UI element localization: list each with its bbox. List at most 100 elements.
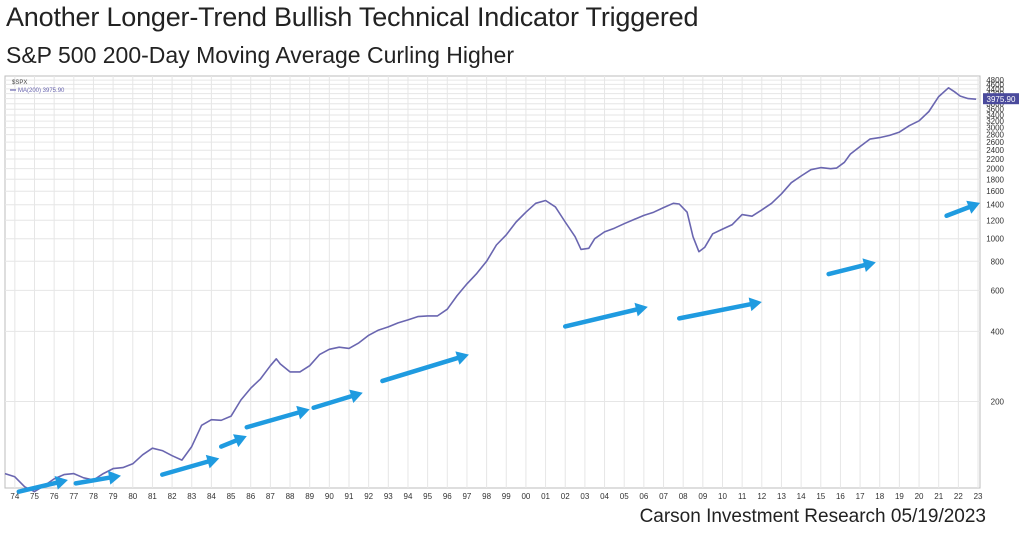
plot-area xyxy=(4,75,981,489)
x-tick-label: 11 xyxy=(738,492,747,501)
x-tick-label: 90 xyxy=(325,492,334,501)
grid xyxy=(5,76,980,488)
legend-entry: MA(200) 3975.90 xyxy=(18,88,65,94)
x-tick-label: 98 xyxy=(482,492,491,501)
trend-arrow-head xyxy=(748,297,762,312)
x-tick-label: 75 xyxy=(30,492,39,501)
trend-arrow-shaft xyxy=(16,480,59,494)
trend-arrow-shaft xyxy=(676,302,753,321)
legend-symbol: $SPX xyxy=(12,80,27,86)
arrow-layer xyxy=(16,200,980,494)
x-tick-label: 06 xyxy=(639,492,648,501)
trend-arrow xyxy=(826,258,876,277)
x-tick-label: 88 xyxy=(286,492,295,501)
trend-arrow-head xyxy=(107,470,121,485)
y-tick-label: 1000 xyxy=(986,235,1004,244)
legend: $SPX MA(200) 3975.90 xyxy=(10,80,65,94)
x-tick-label: 07 xyxy=(659,492,668,501)
x-tick-label: 84 xyxy=(207,492,216,501)
x-tick-label: 78 xyxy=(89,492,98,501)
trend-arrow xyxy=(218,434,247,449)
x-tick-label: 05 xyxy=(620,492,629,501)
trend-arrow-head xyxy=(296,405,310,420)
trend-arrow-shaft xyxy=(944,204,972,219)
x-tick-label: 92 xyxy=(364,492,373,501)
series-line-ma200 xyxy=(4,87,977,493)
x-tick-label: 93 xyxy=(384,492,393,501)
chart-title: Another Longer-Trend Bullish Technical I… xyxy=(6,2,699,32)
x-tick-label: 99 xyxy=(502,492,511,501)
y-tick-label: 2800 xyxy=(986,131,1004,140)
x-tick-label: 77 xyxy=(69,492,78,501)
trend-arrow-head xyxy=(54,475,68,490)
chart-subtitle: S&P 500 200-Day Moving Average Curling H… xyxy=(6,42,514,68)
x-tick-label: 22 xyxy=(954,492,963,501)
y-axis: 200 400 600 800 1000 1200 1400 1600 180020002200… xyxy=(986,76,1004,406)
last-value-marker: 3975.90 xyxy=(983,93,1019,105)
trend-arrow-shaft xyxy=(826,262,867,277)
trend-arrow xyxy=(676,297,762,321)
series-layer xyxy=(4,87,977,493)
trend-arrow-shaft xyxy=(311,394,354,410)
x-tick-label: 03 xyxy=(580,492,589,501)
y-tick-label: 2000 xyxy=(986,165,1004,174)
x-tick-label: 04 xyxy=(600,492,609,501)
y-tick-label: 2600 xyxy=(986,138,1004,147)
y-tick-label: 1400 xyxy=(986,201,1004,210)
trend-arrow-shaft xyxy=(244,410,301,430)
y-tick-label: 4800 xyxy=(986,76,1004,85)
trend-arrow-shaft xyxy=(562,307,639,329)
trend-arrow xyxy=(380,351,469,384)
x-tick-label: 89 xyxy=(305,492,314,501)
y-tick-label: 3200 xyxy=(986,117,1004,126)
y-tick-label: 400 xyxy=(991,327,1005,336)
x-tick-label: 97 xyxy=(462,492,471,501)
x-tick-label: 17 xyxy=(856,492,865,501)
x-tick-label: 81 xyxy=(148,492,157,501)
x-tick-label: 91 xyxy=(345,492,354,501)
y-tick-label: 3800 xyxy=(986,100,1004,109)
y-tick-label: 600 xyxy=(991,286,1005,295)
x-tick-label: 20 xyxy=(915,492,924,501)
x-tick-label: 21 xyxy=(934,492,943,501)
y-tick-label: 1800 xyxy=(986,175,1004,184)
y-tick-label: 800 xyxy=(991,257,1005,266)
x-tick-label: 09 xyxy=(698,492,707,501)
trend-arrow-head xyxy=(455,351,469,365)
y-tick-label: 3000 xyxy=(986,124,1004,133)
x-tick-label: 96 xyxy=(443,492,452,501)
x-tick-label: 86 xyxy=(246,492,255,501)
y-tick-label: 3600 xyxy=(986,105,1004,114)
trend-arrow xyxy=(562,302,648,329)
x-tick-label: 74 xyxy=(10,492,19,501)
trend-arrow xyxy=(244,405,310,430)
y-tick-label: 1200 xyxy=(986,216,1004,225)
x-tick-label: 13 xyxy=(777,492,786,501)
x-tick-label: 00 xyxy=(521,492,530,501)
y-tick-label: 2200 xyxy=(986,155,1004,164)
last-value-label: 3975.90 xyxy=(987,95,1016,104)
y-tick-label: 1600 xyxy=(986,187,1004,196)
y-tick-label: 4600 xyxy=(986,80,1004,89)
x-tick-label: 15 xyxy=(816,492,825,501)
x-tick-label: 85 xyxy=(227,492,236,501)
trend-arrow-shaft xyxy=(160,459,210,477)
trend-arrow-head xyxy=(966,200,980,214)
trend-arrow-head xyxy=(634,302,648,317)
x-tick-label: 01 xyxy=(541,492,550,501)
trend-arrow xyxy=(944,200,980,219)
x-axis: 74 75 76 77 78 79 80 81 82 83 84 85 86 87 88 89 90 91 92 93… xyxy=(10,492,983,501)
y-tick-label: 4400 xyxy=(986,85,1004,94)
trend-arrow-head xyxy=(862,258,876,273)
x-tick-label: 83 xyxy=(187,492,196,501)
trend-arrow-shaft xyxy=(73,475,112,486)
x-tick-label: 79 xyxy=(109,492,118,501)
x-tick-label: 02 xyxy=(561,492,570,501)
last-value-box xyxy=(983,93,1019,105)
x-tick-label: 76 xyxy=(50,492,59,501)
trend-arrow xyxy=(160,454,220,477)
x-tick-label: 10 xyxy=(718,492,727,501)
trend-arrow xyxy=(311,389,363,410)
x-tick-label: 14 xyxy=(797,492,806,501)
